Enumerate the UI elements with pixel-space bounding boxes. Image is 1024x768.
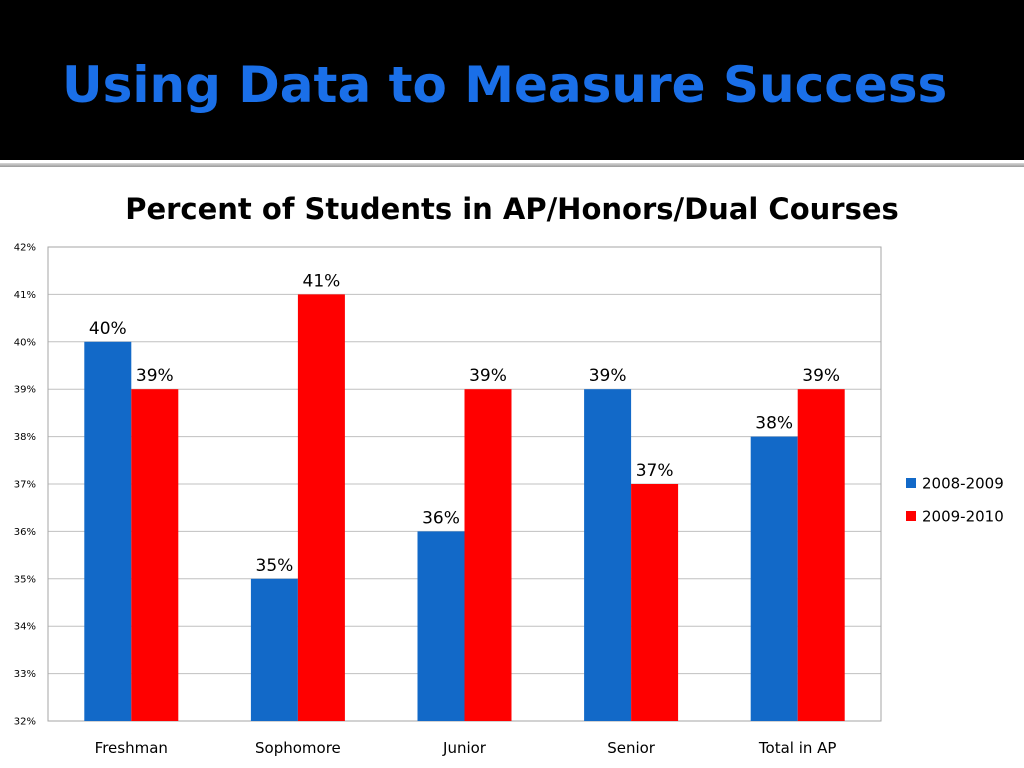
x-category-label: Senior <box>607 739 656 757</box>
data-label: 39% <box>469 366 507 386</box>
chart-title: Percent of Students in AP/Honors/Dual Co… <box>125 192 899 226</box>
y-tick-label: 34% <box>14 622 36 633</box>
y-tick-label: 41% <box>14 290 36 301</box>
bar-2009-2010-sophomore <box>297 294 345 721</box>
legend-label: 2008-2009 <box>922 475 1004 493</box>
y-tick-label: 32% <box>14 717 36 728</box>
y-tick-label: 39% <box>14 385 36 396</box>
slide-header: Using Data to Measure Success <box>0 0 1024 160</box>
x-category-label: Freshman <box>95 739 168 757</box>
x-category-label: Junior <box>442 739 487 757</box>
data-label: 38% <box>755 414 793 434</box>
x-category-label: Sophomore <box>255 739 341 757</box>
bar-2009-2010-freshman <box>131 389 179 721</box>
header-divider <box>0 163 1024 167</box>
y-tick-label: 38% <box>14 432 36 443</box>
bar-2008-2009-total-in-ap <box>750 436 798 721</box>
data-label: 36% <box>422 508 460 528</box>
legend-label: 2009-2010 <box>922 508 1004 526</box>
legend-swatch <box>906 511 916 521</box>
bar-2009-2010-total-in-ap <box>797 389 845 721</box>
data-label: 39% <box>589 366 627 386</box>
data-label: 39% <box>802 366 840 386</box>
data-labels: 40% 39% 35% 41% 36% 39% 39% 37% 38% 39% <box>89 271 840 575</box>
data-label: 37% <box>636 461 674 481</box>
legend: 2008-2009 2009-2010 <box>906 475 1004 526</box>
slide-title: Using Data to Measure Success <box>62 56 948 114</box>
data-label: 35% <box>256 556 294 576</box>
bar-2008-2009-sophomore <box>250 578 298 721</box>
x-category-label: Total in AP <box>758 739 837 757</box>
y-tick-label: 33% <box>14 669 36 680</box>
bar-2009-2010-senior <box>631 484 679 721</box>
axes: 32% 33% 34% 35% 36% 37% 38% 39% 40% 41% 42% Freshma… <box>14 243 882 757</box>
legend-swatch <box>906 478 916 488</box>
y-tick-label: 42% <box>14 243 36 254</box>
bars <box>84 294 845 721</box>
bar-2008-2009-senior <box>584 389 632 721</box>
y-tick-label: 40% <box>14 337 36 348</box>
y-tick-label: 36% <box>14 527 36 538</box>
bar-2009-2010-junior <box>464 389 512 721</box>
data-label: 41% <box>303 271 341 291</box>
y-tick-label: 35% <box>14 574 36 585</box>
y-tick-label: 37% <box>14 480 36 491</box>
bar-2008-2009-freshman <box>84 341 132 721</box>
data-label: 40% <box>89 319 127 339</box>
data-label: 39% <box>136 366 174 386</box>
bar-2008-2009-junior <box>417 531 465 721</box>
